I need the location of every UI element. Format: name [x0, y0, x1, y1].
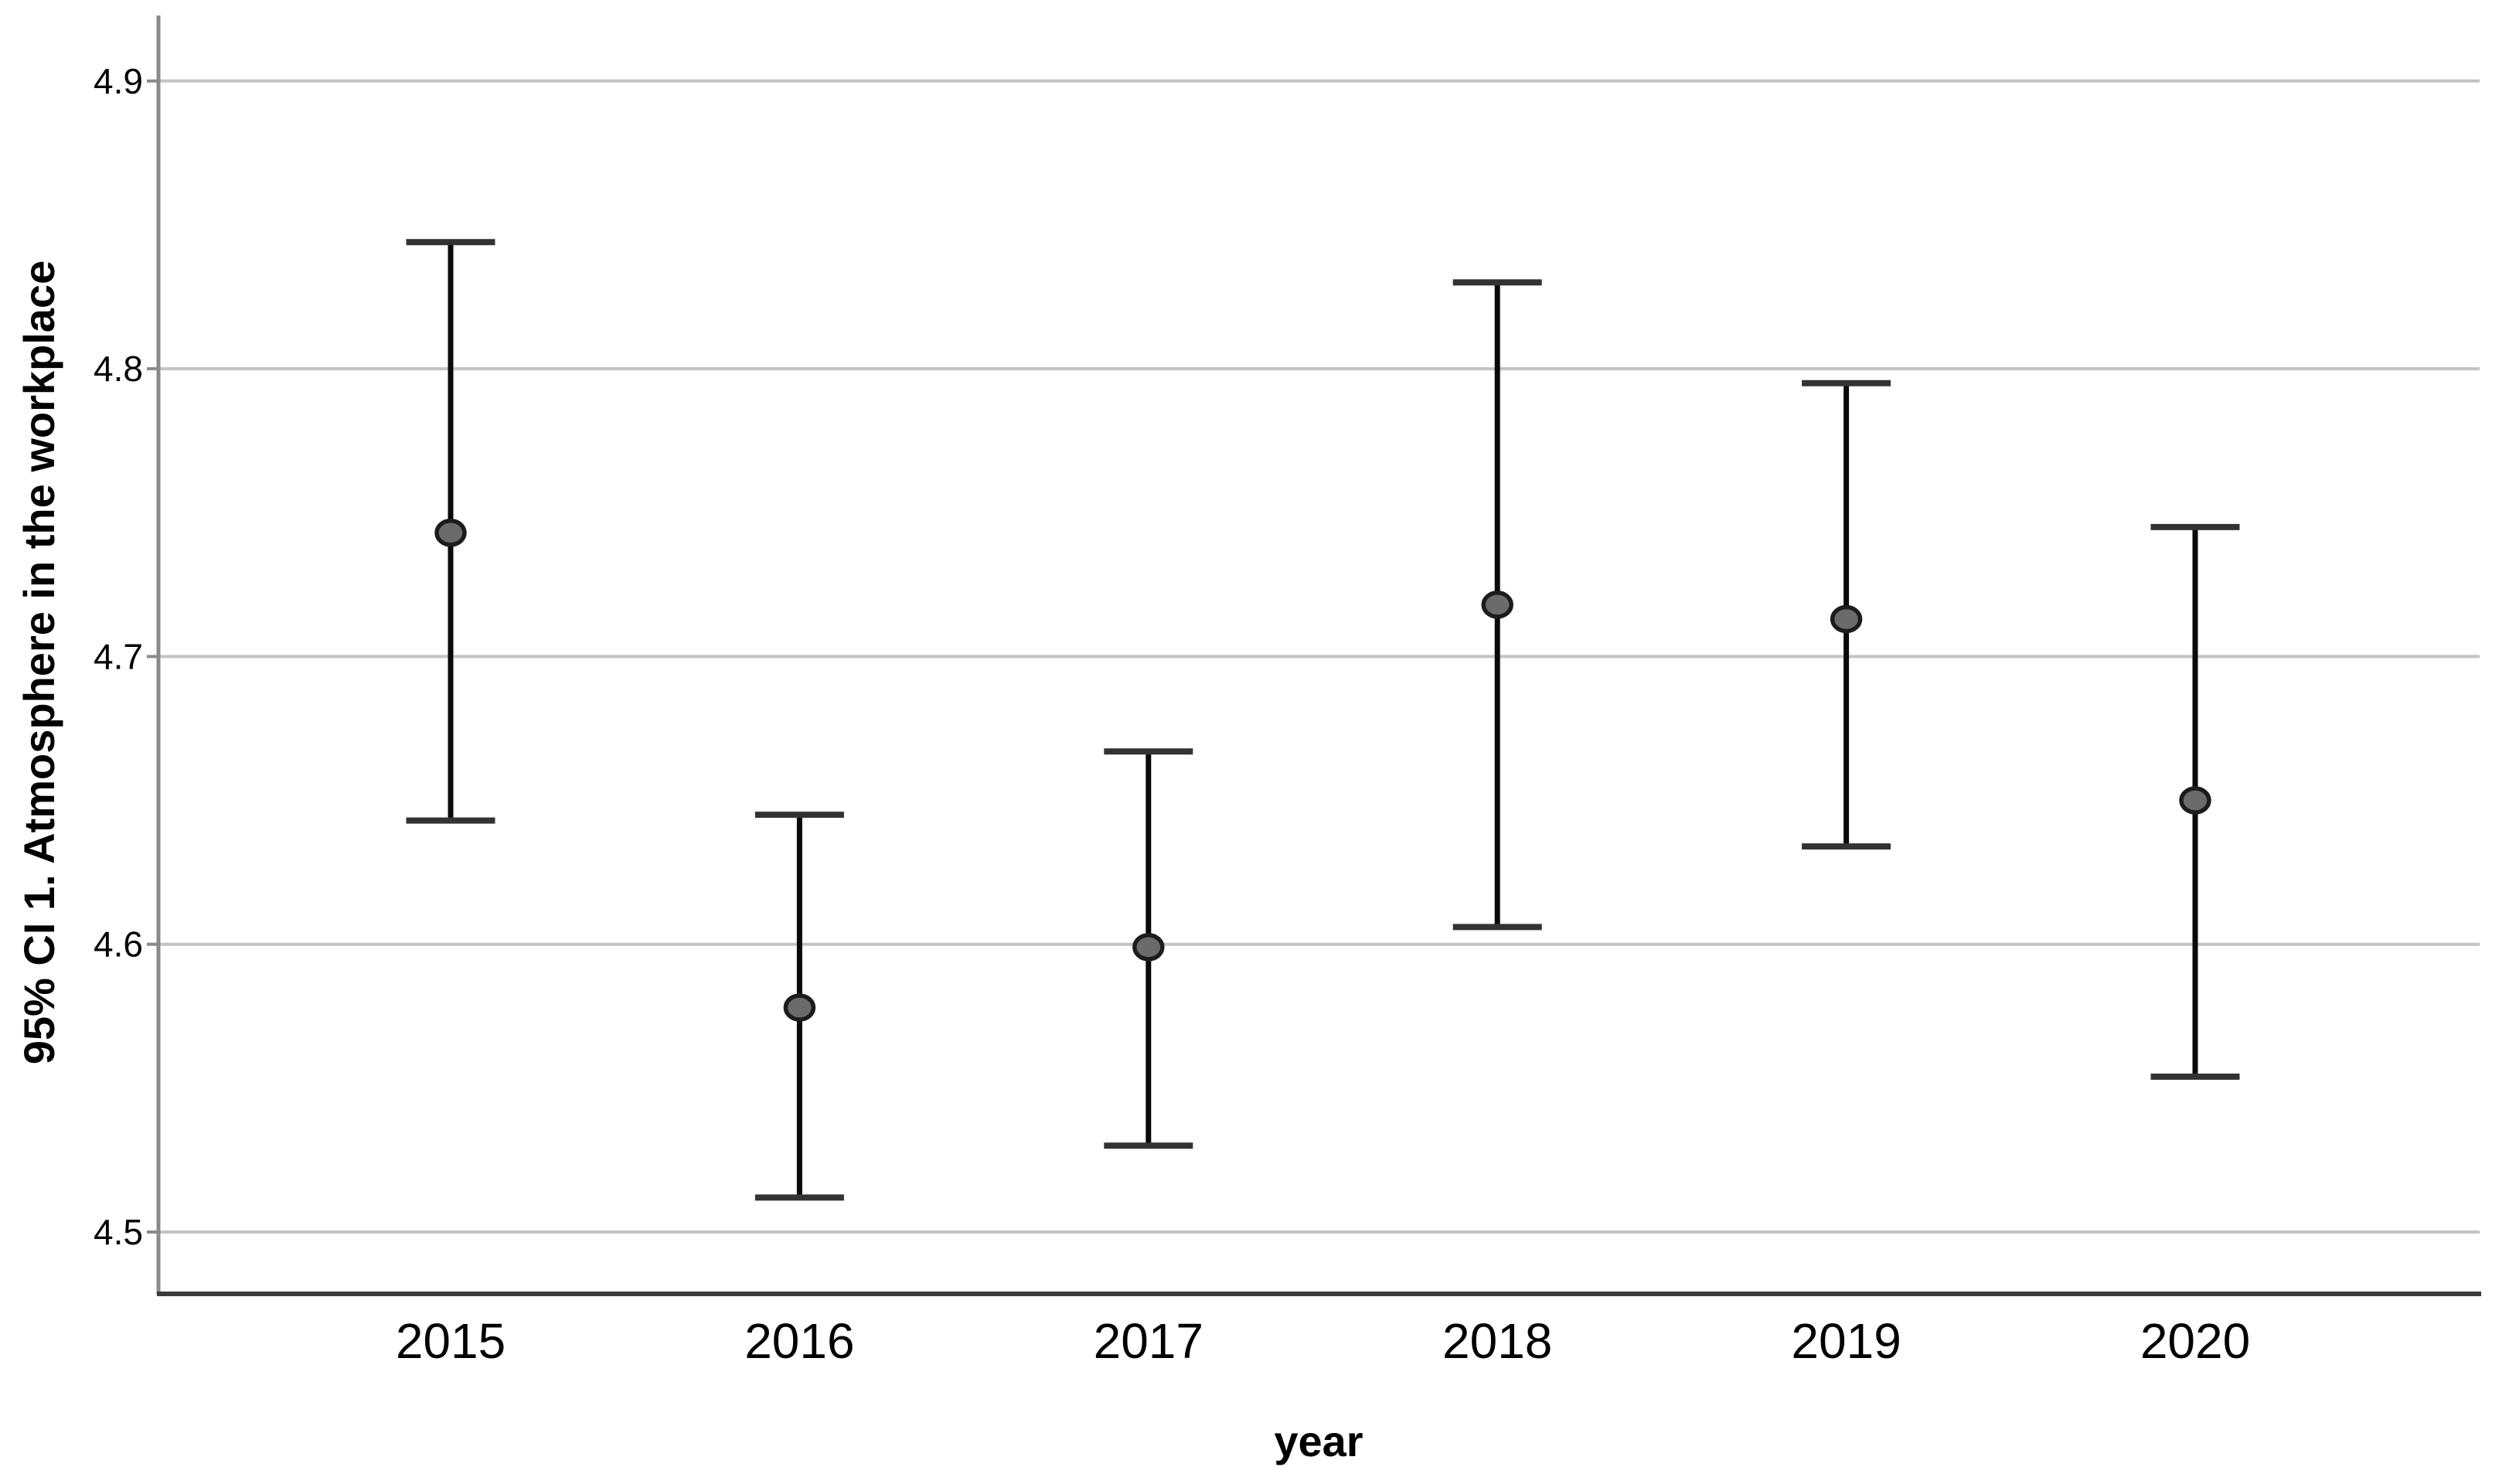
tick-label-layer: 4.5 4.6 4.7 4.8 4.9 2015 2016 2017 2018 2019 2020: [94, 61, 2250, 1369]
error-bar-layer: [406, 239, 2240, 1201]
mean-marker: [434, 519, 467, 547]
mean-marker: [783, 993, 816, 1022]
y-tick-label: 4.5: [94, 1212, 143, 1252]
y-axis-title: 95% CI 1. Atmosphere in the workplace: [15, 260, 63, 1064]
x-tick-label: 2017: [1094, 1313, 1203, 1369]
x-tick-label: 2016: [744, 1313, 854, 1369]
x-tick-label: 2019: [1791, 1313, 1901, 1369]
y-tick-label: 4.9: [94, 61, 143, 101]
mean-marker: [1481, 591, 1513, 619]
mean-marker: [1132, 933, 1165, 962]
axis-layer: [147, 15, 2481, 1296]
y-tick-label: 4.8: [94, 349, 143, 389]
x-axis-title: year: [1274, 1417, 1363, 1465]
mean-marker: [1830, 604, 1863, 634]
gridline-layer: [157, 79, 2480, 1234]
y-tick-label: 4.7: [94, 636, 143, 676]
mean-marker: [2179, 786, 2211, 815]
y-tick-label: 4.6: [94, 924, 143, 965]
x-tick-label: 2015: [396, 1313, 506, 1369]
x-tick-label: 2020: [2140, 1313, 2250, 1369]
x-tick-label: 2018: [1442, 1313, 1552, 1369]
